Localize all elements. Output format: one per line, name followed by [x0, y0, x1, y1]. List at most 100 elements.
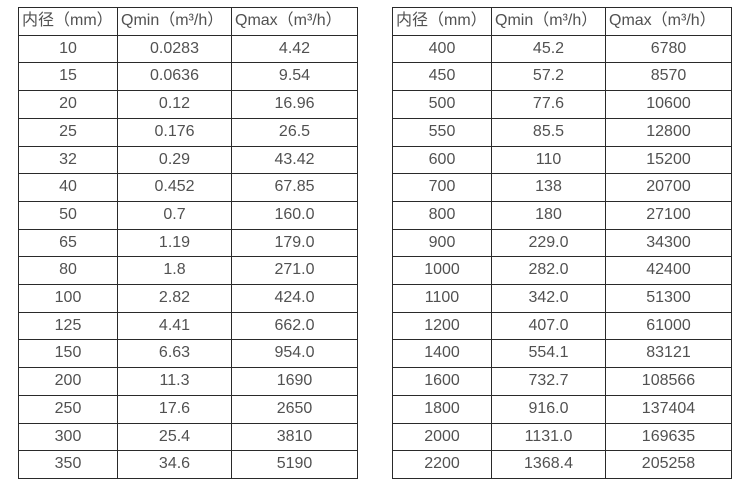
- qmax-cell: 1690: [231, 367, 358, 396]
- qmax-cell: 179.0: [231, 228, 358, 258]
- diameter-cell: 700: [392, 173, 492, 202]
- diameter-cell: 600: [392, 145, 492, 175]
- qmin-cell: 138: [491, 173, 606, 202]
- diameter-cell: 1400: [392, 339, 492, 369]
- column-header-qmin: Qmin（m³/h）: [117, 7, 232, 36]
- table-row: 32 0.29 43.42: [18, 145, 358, 175]
- qmax-cell: 34300: [605, 228, 732, 258]
- table-row: 400 45.2 6780: [392, 34, 732, 64]
- qmax-cell: 137404: [605, 394, 732, 424]
- qmax-cell: 27100: [605, 200, 732, 230]
- qmin-cell: 282.0: [491, 256, 606, 286]
- diameter-cell: 800: [392, 200, 492, 230]
- table-row: 300 25.4 3810: [18, 422, 358, 452]
- table-row: 900 229.0 34300: [392, 228, 732, 258]
- qmax-cell: 15200: [605, 145, 732, 175]
- qmax-cell: 169635: [605, 422, 732, 452]
- diameter-cell: 350: [18, 450, 118, 479]
- diameter-cell: 80: [18, 256, 118, 286]
- qmin-cell: 6.63: [117, 339, 232, 369]
- qmin-cell: 916.0: [491, 394, 606, 424]
- table-row: 1400 554.1 83121: [392, 339, 732, 369]
- qmax-cell: 3810: [231, 422, 358, 452]
- qmax-cell: 4.42: [231, 34, 358, 64]
- diameter-cell: 150: [18, 339, 118, 369]
- diameter-cell: 400: [392, 34, 492, 64]
- diameter-cell: 100: [18, 284, 118, 313]
- qmax-cell: 20700: [605, 173, 732, 202]
- diameter-cell: 1200: [392, 311, 492, 341]
- diameter-cell: 32: [18, 145, 118, 175]
- column-header-qmin: Qmin（m³/h）: [491, 7, 606, 36]
- table-row: 500 77.6 10600: [392, 90, 732, 119]
- diameter-cell: 900: [392, 228, 492, 258]
- table-row: 200 11.3 1690: [18, 367, 358, 396]
- diameter-cell: 40: [18, 173, 118, 202]
- diameter-cell: 500: [392, 90, 492, 119]
- qmin-cell: 0.12: [117, 90, 232, 119]
- qmax-cell: 662.0: [231, 311, 358, 341]
- diameter-cell: 20: [18, 90, 118, 119]
- flow-spec-table-left: 内径（mm） Qmin（m³/h） Qmax（m³/h） 10 0.0283 4.42 15…: [18, 7, 358, 479]
- qmin-cell: 17.6: [117, 394, 232, 424]
- qmax-cell: 6780: [605, 34, 732, 64]
- qmin-cell: 0.7: [117, 200, 232, 230]
- qmin-cell: 0.0636: [117, 62, 232, 92]
- table-row: 1600 732.7 108566: [392, 367, 732, 396]
- table-row: 250 17.6 2650: [18, 394, 358, 424]
- diameter-cell: 15: [18, 62, 118, 92]
- column-header-qmax: Qmax（m³/h）: [231, 7, 358, 36]
- qmin-cell: 1131.0: [491, 422, 606, 452]
- qmax-cell: 12800: [605, 117, 732, 147]
- qmin-cell: 4.41: [117, 311, 232, 341]
- qmax-cell: 16.96: [231, 90, 358, 119]
- qmin-cell: 1.19: [117, 228, 232, 258]
- qmin-cell: 85.5: [491, 117, 606, 147]
- diameter-cell: 200: [18, 367, 118, 396]
- table-row: 150 6.63 954.0: [18, 339, 358, 369]
- qmin-cell: 11.3: [117, 367, 232, 396]
- header-row: 内径（mm） Qmin（m³/h） Qmax（m³/h）: [392, 7, 732, 36]
- table-row: 20 0.12 16.96: [18, 90, 358, 119]
- qmax-cell: 108566: [605, 367, 732, 396]
- qmax-cell: 271.0: [231, 256, 358, 286]
- table-row: 700 138 20700: [392, 173, 732, 202]
- table-row: 40 0.452 67.85: [18, 173, 358, 202]
- qmin-cell: 407.0: [491, 311, 606, 341]
- header-row: 内径（mm） Qmin（m³/h） Qmax（m³/h）: [18, 7, 358, 36]
- qmin-cell: 57.2: [491, 62, 606, 92]
- qmax-cell: 5190: [231, 450, 358, 479]
- qmin-cell: 45.2: [491, 34, 606, 64]
- table-row: 450 57.2 8570: [392, 62, 732, 92]
- qmax-cell: 61000: [605, 311, 732, 341]
- table-row: 80 1.8 271.0: [18, 256, 358, 286]
- qmin-cell: 0.176: [117, 117, 232, 147]
- table-row: 1800 916.0 137404: [392, 394, 732, 424]
- table-row: 800 180 27100: [392, 200, 732, 230]
- qmin-cell: 180: [491, 200, 606, 230]
- column-header-diameter: 内径（mm）: [392, 7, 492, 36]
- diameter-cell: 550: [392, 117, 492, 147]
- diameter-cell: 1600: [392, 367, 492, 396]
- qmin-cell: 0.452: [117, 173, 232, 202]
- qmin-cell: 1368.4: [491, 450, 606, 479]
- table-row: 2200 1368.4 205258: [392, 450, 732, 479]
- qmin-cell: 342.0: [491, 284, 606, 313]
- table-row: 100 2.82 424.0: [18, 284, 358, 313]
- diameter-cell: 125: [18, 311, 118, 341]
- flow-spec-table-right: 内径（mm） Qmin（m³/h） Qmax（m³/h） 400 45.2 6780 450…: [392, 7, 732, 479]
- qmin-cell: 110: [491, 145, 606, 175]
- table-row: 2000 1131.0 169635: [392, 422, 732, 452]
- table-row: 50 0.7 160.0: [18, 200, 358, 230]
- table-row: 65 1.19 179.0: [18, 228, 358, 258]
- qmax-cell: 424.0: [231, 284, 358, 313]
- diameter-cell: 250: [18, 394, 118, 424]
- qmax-cell: 43.42: [231, 145, 358, 175]
- qmax-cell: 10600: [605, 90, 732, 119]
- diameter-cell: 2200: [392, 450, 492, 479]
- table-row: 600 110 15200: [392, 145, 732, 175]
- qmax-cell: 51300: [605, 284, 732, 313]
- table-row: 350 34.6 5190: [18, 450, 358, 479]
- qmax-cell: 954.0: [231, 339, 358, 369]
- column-header-diameter: 内径（mm）: [18, 7, 118, 36]
